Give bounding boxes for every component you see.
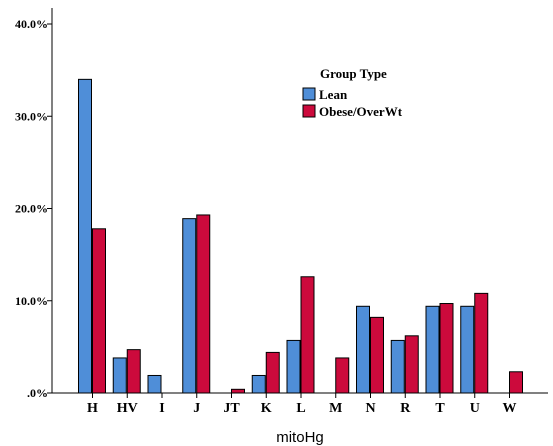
bar-obese-r: [404, 335, 419, 394]
y-tick-label: 20.0%: [15, 202, 48, 216]
x-tick-label: W: [503, 401, 517, 416]
bar-lean-i: [147, 374, 162, 394]
bar-lean-h: [78, 78, 92, 394]
y-tick-label: .0%: [27, 386, 48, 400]
x-axis-title: mitoHg: [276, 429, 324, 446]
bar-lean-u: [460, 305, 475, 394]
bar-lean-n: [356, 305, 370, 394]
x-tick-label: J: [193, 401, 200, 416]
bar-obese-l: [300, 276, 315, 394]
bar-obese-t: [439, 303, 454, 394]
bar-obese-m: [335, 357, 350, 394]
bar-obese-j: [196, 214, 211, 394]
bar-lean-t: [425, 305, 440, 394]
bar-obese-n: [370, 316, 384, 394]
x-axis-labels: H HV I J JT K L M N R T U W: [87, 393, 517, 416]
legend-swatch-obese: [302, 104, 316, 118]
y-tick-label: 40.0%: [15, 17, 48, 31]
x-tick-label: JT: [223, 401, 240, 416]
bar-obese-u: [474, 292, 489, 394]
bar-obese-jt: [231, 388, 245, 394]
bar-lean-j: [182, 218, 197, 394]
bar-obese-hv: [126, 349, 141, 394]
legend-swatch-lean: [302, 87, 316, 101]
bar-lean-hv: [112, 357, 127, 394]
bar-lean-l: [286, 339, 301, 394]
x-tick-label: H: [87, 401, 98, 416]
bar-obese-k: [265, 351, 280, 394]
x-tick-label: HV: [117, 401, 138, 416]
bar-lean-k: [251, 374, 266, 394]
x-tick-label: U: [470, 401, 480, 416]
x-tick-label: N: [365, 401, 375, 416]
y-tick-label: 10.0%: [15, 294, 48, 308]
bars: [78, 78, 523, 394]
x-tick-label: L: [296, 401, 305, 416]
bar-obese-h: [92, 228, 106, 394]
x-tick-label: I: [159, 401, 164, 416]
bar-lean-r: [390, 339, 405, 394]
x-tick-label: M: [329, 401, 342, 416]
x-tick-label: K: [261, 401, 272, 416]
y-tick-label: 30.0%: [15, 109, 48, 123]
x-tick-label: R: [400, 401, 411, 416]
legend-title: Group Type: [320, 66, 387, 81]
legend-label-obese: Obese/OverWt: [319, 104, 403, 119]
legend: Group Type Lean Obese/OverWt: [302, 66, 403, 119]
x-tick-label: T: [435, 401, 445, 416]
bar-obese-w: [509, 371, 523, 394]
y-axis-ticks: .0% 10.0% 20.0% 30.0% 40.0%: [15, 17, 52, 400]
legend-label-lean: Lean: [319, 87, 348, 102]
